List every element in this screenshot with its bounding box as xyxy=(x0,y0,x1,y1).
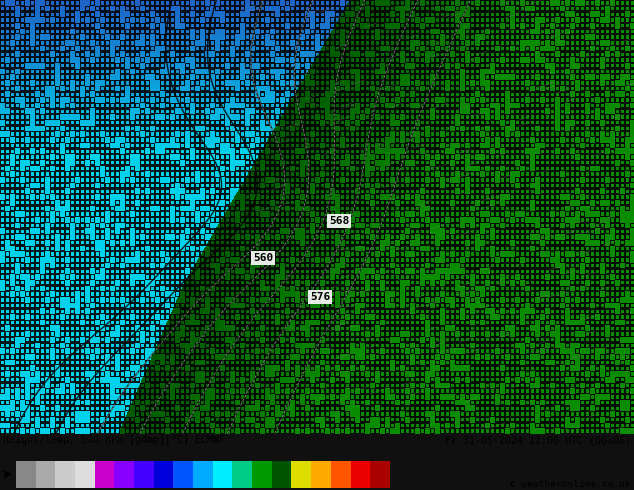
Text: Height/Temp. 500 hPa [gdmp][°C] ECMWF: Height/Temp. 500 hPa [gdmp][°C] ECMWF xyxy=(3,435,225,445)
Bar xyxy=(75,461,94,488)
Bar xyxy=(292,461,311,488)
Bar xyxy=(134,461,153,488)
Bar xyxy=(351,461,370,488)
Bar xyxy=(331,461,351,488)
Text: 576: 576 xyxy=(310,292,330,302)
Bar xyxy=(370,461,390,488)
Bar xyxy=(94,461,114,488)
Text: © weatheronline.co.uk: © weatheronline.co.uk xyxy=(510,480,631,489)
Bar xyxy=(272,461,292,488)
Text: Fr 31-05-2024 12:00 UTC (06+06): Fr 31-05-2024 12:00 UTC (06+06) xyxy=(445,435,631,445)
Bar xyxy=(193,461,213,488)
Text: 568: 568 xyxy=(329,216,349,226)
Bar xyxy=(16,461,36,488)
Bar xyxy=(36,461,55,488)
Text: 560: 560 xyxy=(253,253,273,263)
Bar xyxy=(55,461,75,488)
Bar xyxy=(173,461,193,488)
Bar xyxy=(233,461,252,488)
Bar xyxy=(213,461,233,488)
Bar xyxy=(252,461,272,488)
Bar xyxy=(114,461,134,488)
Bar xyxy=(153,461,173,488)
Bar xyxy=(311,461,331,488)
